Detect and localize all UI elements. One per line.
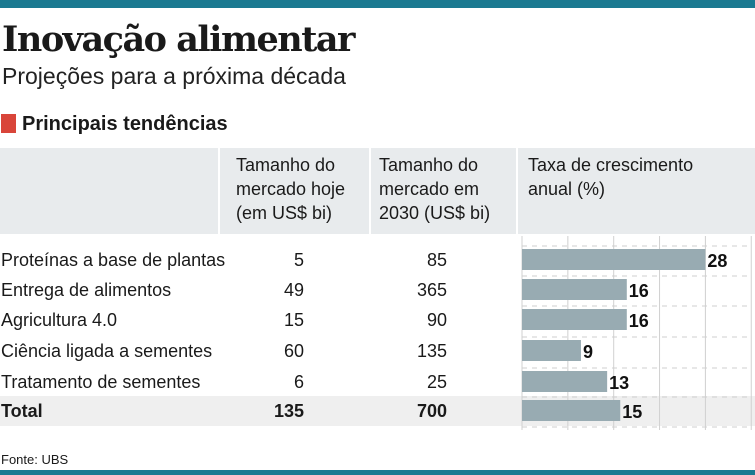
header-line: 2030 (US$ bi) bbox=[379, 203, 491, 223]
row-label: Total bbox=[1, 401, 43, 421]
header-today: Tamanho do mercado hoje (em US$ bi) bbox=[220, 148, 369, 234]
source-note: Fonte: UBS bbox=[1, 452, 69, 467]
market-today: 135 bbox=[273, 401, 304, 421]
market-today: 49 bbox=[283, 280, 304, 300]
market-2030: 365 bbox=[416, 280, 447, 300]
top-accent-bar bbox=[0, 0, 755, 8]
market-today: 60 bbox=[283, 341, 304, 361]
header-empty bbox=[0, 148, 218, 234]
table-row: Tratamento de sementes 6 25 bbox=[0, 367, 755, 397]
market-today: 6 bbox=[293, 372, 304, 392]
table-row: Proteínas a base de plantas 5 85 bbox=[0, 245, 755, 275]
market-today: 15 bbox=[283, 310, 304, 330]
header-line: mercado hoje bbox=[236, 179, 346, 199]
row-label: Entrega de alimentos bbox=[1, 280, 172, 300]
market-today: 5 bbox=[293, 250, 304, 270]
row-label: Tratamento de sementes bbox=[1, 372, 201, 392]
section-title: Principais tendências bbox=[22, 113, 228, 135]
header-growth: Taxa de crescimento anual (%) bbox=[518, 148, 755, 234]
table-row: Entrega de alimentos 49 365 bbox=[0, 275, 755, 305]
market-2030: 90 bbox=[426, 310, 447, 330]
row-label: Proteínas a base de plantas bbox=[1, 250, 226, 270]
section-marker bbox=[1, 114, 16, 133]
header-line: (em US$ bi) bbox=[236, 203, 333, 223]
total-row: Total 135 700 bbox=[0, 396, 755, 426]
market-2030: 25 bbox=[426, 372, 447, 392]
page-title: Inovação alimentar bbox=[2, 19, 356, 60]
market-2030: 85 bbox=[426, 250, 447, 270]
table-row: Agricultura 4.0 15 90 bbox=[0, 305, 755, 335]
table-row: Ciência ligada a sementes 60 135 bbox=[0, 336, 755, 366]
header-line: anual (%) bbox=[528, 179, 606, 199]
row-label: Agricultura 4.0 bbox=[1, 310, 118, 330]
row-label: Ciência ligada a sementes bbox=[1, 341, 213, 361]
header-line: mercado em bbox=[379, 179, 480, 199]
header-line: Tamanho do bbox=[379, 155, 479, 175]
market-2030: 700 bbox=[416, 401, 447, 421]
market-2030: 135 bbox=[416, 341, 447, 361]
bottom-accent-bar bbox=[0, 470, 755, 475]
header-line: Tamanho do bbox=[236, 155, 336, 175]
header-2030: Tamanho do mercado em 2030 (US$ bi) bbox=[371, 148, 516, 234]
header-line: Taxa de crescimento bbox=[528, 155, 694, 175]
page-subtitle: Projeções para a próxima década bbox=[2, 63, 346, 89]
